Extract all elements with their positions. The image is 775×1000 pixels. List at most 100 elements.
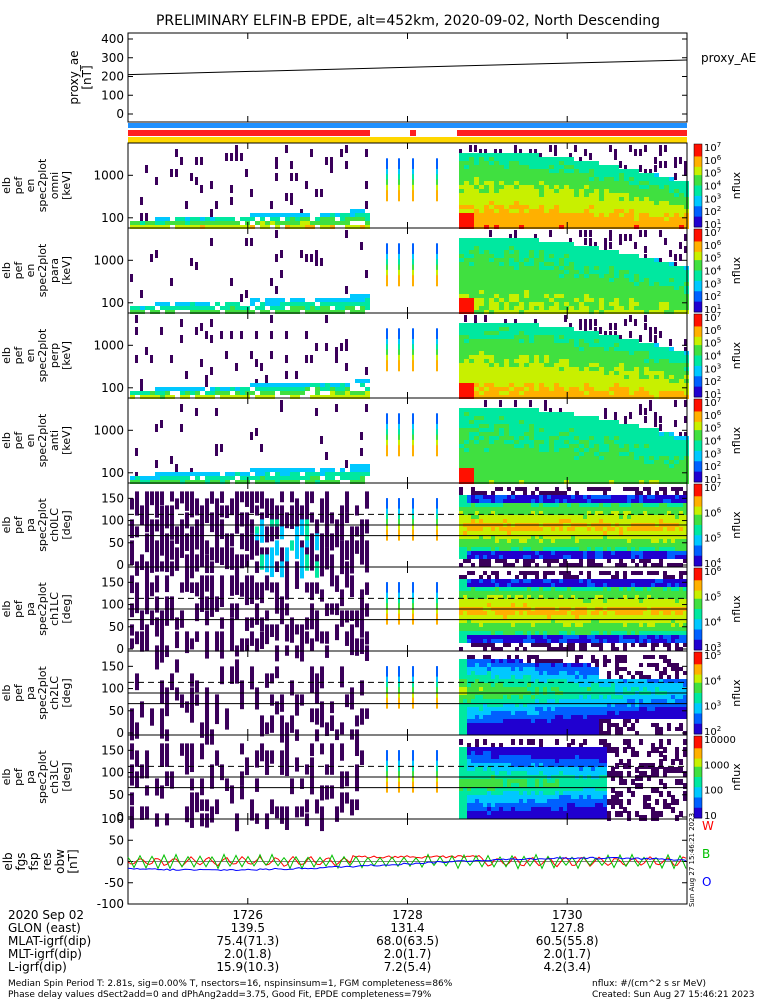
spectrogram-cell bbox=[484, 331, 489, 335]
spectrogram-cell bbox=[549, 310, 554, 314]
spectrogram-cell bbox=[487, 527, 491, 531]
spectrogram-cell bbox=[474, 371, 479, 375]
spectrogram-cell bbox=[589, 468, 594, 472]
isolated-strip bbox=[386, 344, 388, 351]
spectrogram-cell bbox=[475, 531, 479, 535]
spectrogram-cell bbox=[464, 395, 469, 399]
spectrogram-cell bbox=[459, 543, 463, 547]
colorbar-tick-label: 102 bbox=[704, 460, 721, 473]
spectrogram-cell bbox=[494, 416, 499, 420]
spectrogram-cell bbox=[619, 335, 622, 342]
spectrogram-cell bbox=[584, 319, 587, 326]
spectrogram-cell bbox=[150, 391, 155, 395]
spectrogram-cell bbox=[599, 395, 604, 399]
spectrogram-cell bbox=[629, 391, 634, 395]
spectrogram-cell bbox=[559, 290, 564, 294]
spectrogram-cell bbox=[624, 306, 629, 310]
spectrogram-cell bbox=[534, 347, 539, 351]
spectrogram-cell bbox=[459, 157, 464, 161]
spectrogram-cell bbox=[350, 391, 355, 395]
spectrogram-cell bbox=[559, 258, 564, 262]
colorbar-segment bbox=[694, 179, 702, 182]
spectrogram-cell bbox=[509, 408, 514, 412]
spectrogram-cell bbox=[479, 282, 484, 286]
spectrogram-cell bbox=[459, 468, 464, 472]
spectrogram-cell bbox=[491, 547, 495, 551]
spectrogram-cell bbox=[205, 395, 210, 399]
spectrogram-cell bbox=[654, 448, 659, 452]
spectrogram-cell bbox=[559, 161, 564, 165]
spectrogram-cell bbox=[544, 270, 549, 274]
spectrogram-cell bbox=[499, 278, 504, 282]
isolated-strip bbox=[398, 253, 400, 260]
spectrogram-cell bbox=[340, 391, 345, 395]
spectrogram-cell bbox=[564, 367, 569, 371]
spectrogram-cell bbox=[225, 225, 230, 229]
isolated-strip bbox=[386, 338, 388, 345]
spectrogram-cell bbox=[515, 543, 519, 547]
isolated-strip bbox=[412, 344, 414, 351]
spectrogram-cell bbox=[634, 387, 639, 391]
spectrogram-cell bbox=[484, 298, 489, 302]
spectrogram-cell bbox=[599, 472, 604, 476]
spectrogram-cell bbox=[459, 169, 464, 173]
spectrogram-cell bbox=[185, 533, 189, 551]
spectrogram-cell bbox=[534, 456, 539, 460]
spectrogram-cell bbox=[584, 444, 589, 448]
spectrogram-cell bbox=[634, 351, 639, 355]
spectrogram-cell bbox=[564, 302, 569, 306]
spectrogram-cell bbox=[659, 448, 664, 452]
spectrogram-cell bbox=[489, 351, 494, 355]
spectrogram-cell bbox=[539, 383, 544, 387]
spectrogram-cell bbox=[220, 217, 225, 221]
spectrogram-cell bbox=[489, 270, 494, 274]
spectrogram-cell bbox=[669, 185, 674, 189]
spectrogram-cell bbox=[509, 302, 514, 306]
spectrogram-cell bbox=[519, 331, 524, 335]
spectrogram-cell bbox=[499, 242, 504, 246]
spectrogram-cell bbox=[559, 387, 564, 391]
spectrogram-cell bbox=[529, 400, 532, 407]
spectrogram-cell bbox=[614, 177, 619, 181]
spectrogram-cell bbox=[464, 383, 469, 387]
spectrogram-cell bbox=[514, 387, 519, 391]
spectrogram-cell bbox=[504, 193, 509, 197]
spectrogram-cell bbox=[559, 177, 564, 181]
spectrogram-cell bbox=[634, 306, 639, 310]
colorbar-tick-label: 105 bbox=[704, 167, 721, 180]
spectrogram-cell bbox=[479, 274, 484, 278]
isolated-strip bbox=[412, 275, 414, 281]
spectrogram-cell bbox=[649, 476, 654, 480]
spectrogram-cell bbox=[659, 262, 664, 266]
spectrogram-cell bbox=[549, 327, 554, 331]
spectrogram-cell bbox=[624, 282, 629, 286]
spectrogram-cell bbox=[484, 181, 489, 185]
spectrogram-cell bbox=[365, 404, 368, 412]
spectrogram-cell bbox=[559, 452, 564, 456]
spectrogram-cell bbox=[479, 440, 484, 444]
colorbar-frame bbox=[693, 143, 703, 228]
spectrogram-cell bbox=[491, 539, 495, 543]
spectrogram-cell bbox=[544, 262, 549, 266]
spectrogram-cell bbox=[519, 507, 523, 511]
spectrogram-cell bbox=[205, 391, 210, 395]
spectrogram-cell bbox=[524, 177, 529, 181]
spectrogram-cell bbox=[135, 561, 139, 576]
spectrogram-cell bbox=[350, 310, 355, 314]
isolated-strip bbox=[436, 179, 438, 186]
spectrogram-cell bbox=[155, 250, 158, 258]
spectrogram-cell bbox=[235, 480, 240, 484]
spectrogram-cell bbox=[639, 391, 644, 395]
spectrogram-cell bbox=[659, 363, 664, 367]
spectrogram-cell bbox=[609, 339, 614, 343]
spectrogram-cell bbox=[514, 448, 519, 452]
spectrogram-cell bbox=[679, 355, 684, 359]
spectrogram-cell bbox=[285, 480, 290, 484]
spectrogram-cell bbox=[489, 213, 494, 217]
spectrogram-cell bbox=[255, 359, 258, 367]
spectrogram-cell bbox=[664, 294, 669, 298]
spectrogram-cell bbox=[479, 343, 484, 347]
spectrogram-cell bbox=[664, 213, 669, 217]
spectrogram-cell bbox=[679, 193, 684, 197]
spectrogram-cell bbox=[484, 193, 489, 197]
